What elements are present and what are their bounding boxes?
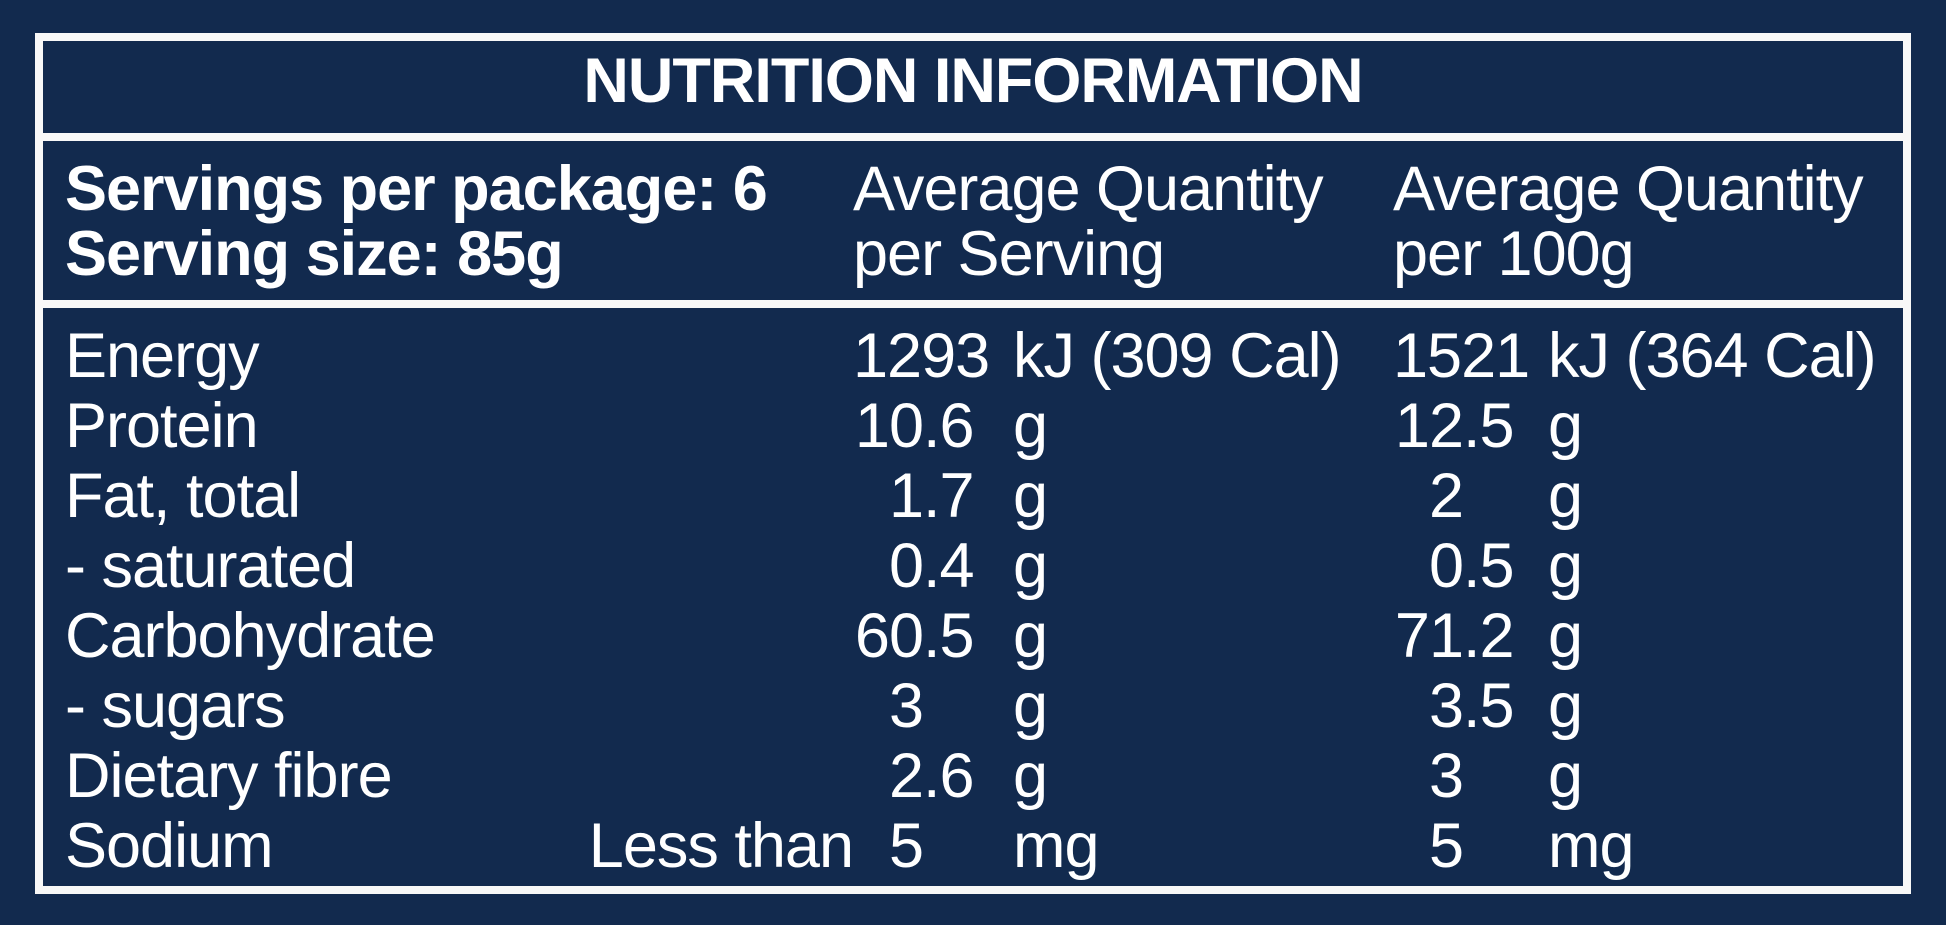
nutrient-label: Energy — [65, 321, 260, 391]
per-100g-unit: g — [1548, 531, 1583, 601]
nutrition-table-body: Energy 1293 kJ (309 Cal) 1521 kJ (364 Ca… — [43, 308, 1903, 886]
per-100g-amount-frac — [1463, 321, 1548, 391]
panel-title: NUTRITION INFORMATION — [43, 41, 1903, 141]
per-serving-amount-frac: .6 — [923, 741, 975, 811]
per-100g-amount-frac: .5 — [1463, 671, 1515, 741]
per-serving-unit: g — [1013, 601, 1048, 671]
per-100g-amount-frac: .2 — [1463, 601, 1515, 671]
col-header-per-100g-line1: Average Quantity — [1393, 154, 1864, 224]
per-serving-amount-frac: .5 — [923, 601, 975, 671]
per-serving-unit: g — [1013, 741, 1048, 811]
per-100g-unit: g — [1548, 671, 1583, 741]
per-serving-unit: g — [1013, 671, 1048, 741]
nutrient-label: - saturated — [65, 531, 356, 601]
qualifier: Less than — [588, 811, 854, 881]
table-row: Dietary fibre 2 .6 g 3 g — [65, 741, 1903, 811]
per-serving-unit: mg — [1013, 811, 1100, 881]
table-row: Fat, total 1 .7 g 2 g — [65, 461, 1903, 531]
nutrient-label: Sodium — [65, 811, 274, 881]
per-100g-amount-int: 5 — [1428, 811, 1464, 881]
per-100g-amount-frac: .5 — [1463, 391, 1515, 461]
per-100g-amount-frac: .5 — [1463, 531, 1515, 601]
per-serving-amount-int: 1293 — [853, 321, 990, 391]
serving-info-block: Servings per package: 6 Serving size: 85… — [65, 157, 853, 300]
serving-size: Serving size: 85g — [65, 219, 564, 289]
nutrient-label: Protein — [65, 391, 259, 461]
col-header-per-serving: Average Quantity per Serving — [853, 157, 1393, 300]
per-100g-amount-int: 12 — [1394, 391, 1464, 461]
per-serving-amount-int: 2 — [888, 741, 924, 811]
per-serving-amount-int: 1 — [888, 461, 924, 531]
per-serving-amount-frac — [923, 671, 1013, 741]
per-serving-amount-int: 0 — [888, 531, 924, 601]
per-100g-amount-frac — [1463, 461, 1548, 531]
col-header-per-100g-line2: per 100g — [1393, 219, 1635, 289]
per-100g-amount-int: 3 — [1428, 741, 1464, 811]
per-serving-amount-int: 5 — [888, 811, 924, 881]
per-100g-amount-int: 0 — [1428, 531, 1464, 601]
nutrition-panel: NUTRITION INFORMATION Servings per packa… — [35, 33, 1911, 894]
per-serving-amount-frac — [923, 811, 1013, 881]
table-row: Sodium Less than 5 mg 5 mg — [65, 811, 1903, 881]
per-serving-unit: g — [1013, 461, 1048, 531]
col-header-per-100g: Average Quantity per 100g — [1393, 157, 1903, 300]
col-header-per-serving-line1: Average Quantity — [853, 154, 1324, 224]
per-serving-amount-frac: .7 — [923, 461, 975, 531]
per-100g-amount-frac — [1463, 741, 1548, 811]
per-100g-amount-int: 3 — [1428, 671, 1464, 741]
per-serving-amount-int: 3 — [888, 671, 924, 741]
nutrient-label: Carbohydrate — [65, 601, 436, 671]
per-100g-unit: g — [1548, 391, 1583, 461]
col-header-per-serving-line2: per Serving — [853, 219, 1165, 289]
per-100g-amount-int: 1521 — [1393, 321, 1530, 391]
header-section: Servings per package: 6 Serving size: 85… — [43, 141, 1903, 308]
nutrient-label: - sugars — [65, 671, 286, 741]
per-serving-unit: g — [1013, 531, 1048, 601]
per-serving-amount-int: 10 — [854, 391, 924, 461]
per-100g-amount-int: 71 — [1394, 601, 1464, 671]
per-100g-unit: g — [1548, 741, 1583, 811]
per-serving-amount-frac: .6 — [923, 391, 975, 461]
table-row: - saturated 0 .4 g 0 .5 g — [65, 531, 1903, 601]
per-serving-unit: g — [1013, 391, 1048, 461]
per-100g-unit: g — [1548, 461, 1583, 531]
per-serving-amount-int: 60 — [854, 601, 924, 671]
table-row: Protein 10 .6 g 12 .5 g — [65, 391, 1903, 461]
per-serving-unit: kJ (309 Cal) — [1013, 321, 1342, 391]
servings-per-package: Servings per package: 6 — [65, 154, 768, 224]
table-row: Energy 1293 kJ (309 Cal) 1521 kJ (364 Ca… — [65, 321, 1903, 391]
per-serving-amount-frac: .4 — [923, 531, 975, 601]
per-100g-unit: g — [1548, 601, 1583, 671]
nutrient-label: Fat, total — [65, 461, 301, 531]
per-100g-amount-int: 2 — [1428, 461, 1464, 531]
table-row: - sugars 3 g 3 .5 g — [65, 671, 1903, 741]
per-100g-unit: kJ (364 Cal) — [1548, 321, 1877, 391]
per-100g-unit: mg — [1548, 811, 1635, 881]
table-row: Carbohydrate 60 .5 g 71 .2 g — [65, 601, 1903, 671]
per-serving-amount-frac — [923, 321, 1013, 391]
per-100g-amount-frac — [1463, 811, 1548, 881]
nutrient-label: Dietary fibre — [65, 741, 393, 811]
